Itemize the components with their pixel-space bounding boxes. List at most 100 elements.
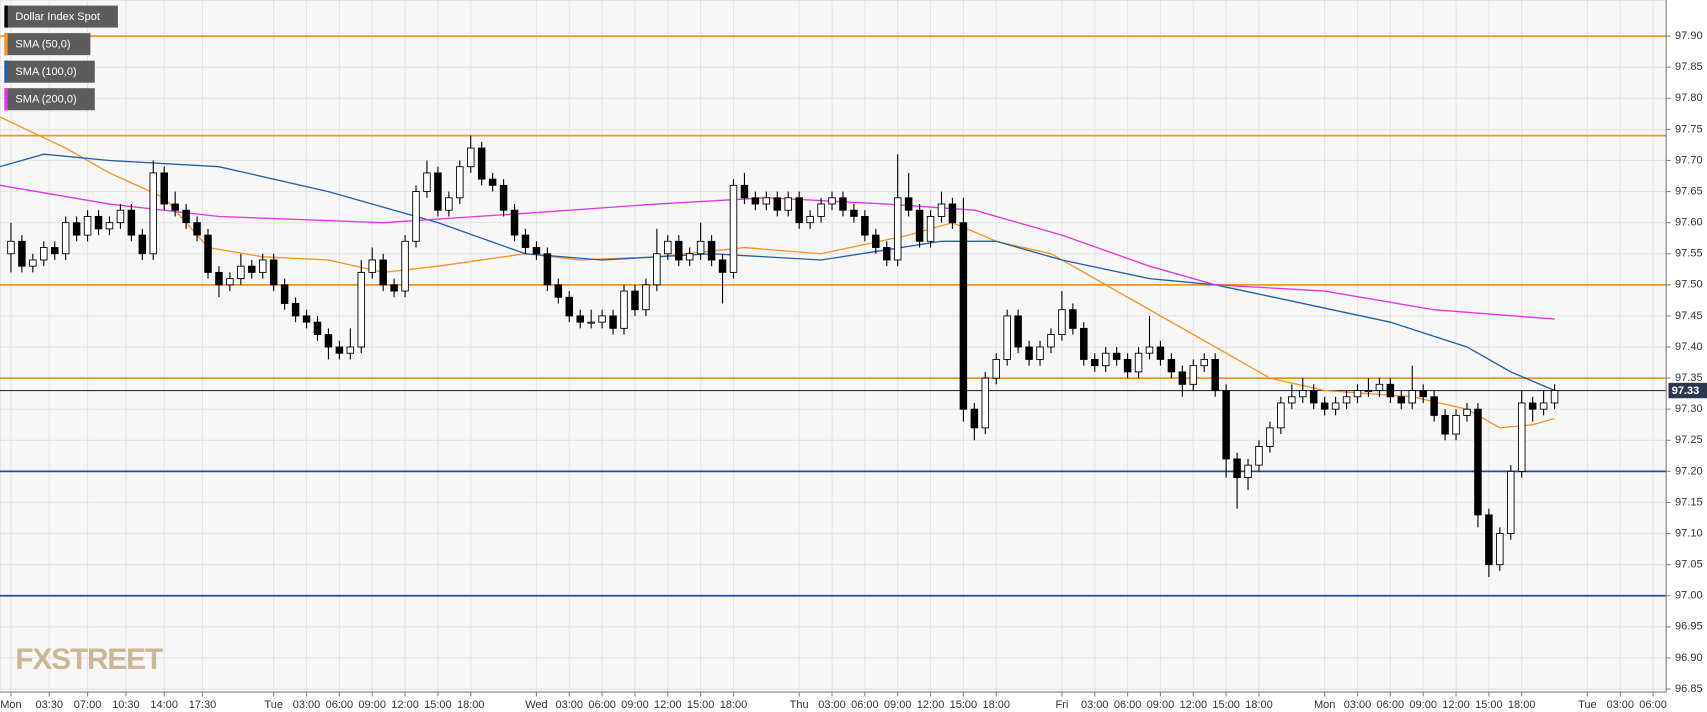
candle-body xyxy=(1145,346,1154,354)
candle-body xyxy=(1200,359,1208,367)
candle-body xyxy=(83,215,92,236)
candle-body xyxy=(554,284,563,298)
x-tick-label: 03:00 xyxy=(1081,699,1109,711)
y-tick-label: 97.15 xyxy=(1675,496,1703,508)
candle-body xyxy=(784,197,792,211)
candle-body xyxy=(839,197,847,211)
candle-body xyxy=(1441,414,1449,435)
candle-body xyxy=(762,197,771,205)
candle-body xyxy=(740,184,749,199)
candle-body xyxy=(105,222,114,230)
candle-body xyxy=(981,377,990,429)
candle-body xyxy=(379,259,387,286)
candle-body xyxy=(773,197,782,211)
candle-body xyxy=(258,259,267,273)
x-tick-label: 18:00 xyxy=(720,699,748,711)
legend-box xyxy=(4,33,91,56)
candle-body xyxy=(357,271,366,348)
x-tick-label: 06:00 xyxy=(1114,699,1142,711)
candle-body xyxy=(1036,346,1044,360)
x-tick-label: Mon xyxy=(0,699,21,711)
candle-body xyxy=(1474,408,1482,516)
candle-body xyxy=(1550,390,1559,404)
candle-body xyxy=(532,247,541,255)
candle-body xyxy=(116,209,125,224)
candle-body xyxy=(1430,396,1438,416)
x-tick-label: 07:00 xyxy=(74,699,102,711)
candle-body xyxy=(1309,390,1318,404)
x-tick-label: 06:00 xyxy=(326,699,354,711)
candle-body xyxy=(915,209,924,242)
candle-body xyxy=(948,203,957,224)
sma-line xyxy=(0,184,1555,320)
candle-body xyxy=(1320,402,1329,410)
candle-body xyxy=(127,209,136,236)
x-tick-label: 09:00 xyxy=(1147,699,1175,711)
x-tick-label: 15:00 xyxy=(1475,699,1503,711)
y-tick-label: 97.20 xyxy=(1675,465,1703,477)
legend-box xyxy=(4,60,95,83)
y-tick-label: 97.85 xyxy=(1675,61,1703,73)
candle-body xyxy=(1528,402,1537,410)
x-tick-label: 18:00 xyxy=(982,699,1010,711)
candle-body xyxy=(7,240,15,255)
candle-body xyxy=(182,209,190,224)
candles xyxy=(7,135,1559,578)
candle-body xyxy=(817,203,825,217)
candle-body xyxy=(1167,359,1176,373)
candle-body xyxy=(94,215,103,230)
candle-body xyxy=(302,315,311,323)
last-price-box xyxy=(1668,382,1707,399)
legend-label: SMA (200,0) xyxy=(15,94,76,106)
y-tick-label: 97.45 xyxy=(1675,310,1703,322)
candle-body xyxy=(499,184,508,211)
candle-body xyxy=(193,222,201,236)
x-tick-label: 18:00 xyxy=(457,699,485,711)
candle-body xyxy=(1233,458,1241,479)
candle-body xyxy=(872,234,880,248)
candle-body xyxy=(280,284,289,304)
y-tick-label: 97.35 xyxy=(1675,372,1703,384)
x-tick-label: 09:00 xyxy=(1409,699,1437,711)
candle-body xyxy=(171,203,179,211)
candle-body xyxy=(226,278,234,286)
candle-body xyxy=(587,321,595,324)
candle-body xyxy=(696,240,705,255)
candle-body xyxy=(248,265,256,273)
candle-body xyxy=(620,290,628,329)
candle-body xyxy=(1003,315,1011,360)
candle-body xyxy=(149,172,158,255)
candle-body xyxy=(598,315,606,323)
x-tick-label: 06:00 xyxy=(1639,699,1667,711)
candle-body xyxy=(1386,383,1395,398)
y-tick-label: 97.05 xyxy=(1675,559,1703,571)
candle-body xyxy=(685,253,694,261)
candle-body xyxy=(1047,334,1055,348)
x-tick-label: 17:30 xyxy=(189,699,217,711)
candle-body xyxy=(1112,352,1121,360)
candle-body xyxy=(1025,346,1033,360)
y-tick-label: 97.40 xyxy=(1675,341,1703,353)
candle-body xyxy=(828,197,836,205)
candle-body xyxy=(40,247,48,261)
candle-body xyxy=(1539,402,1548,410)
candle-body xyxy=(1496,533,1504,566)
candle-body xyxy=(1123,359,1132,373)
candle-body xyxy=(1211,359,1219,391)
candle-body xyxy=(368,259,376,273)
candle-body xyxy=(861,215,869,236)
candle-body xyxy=(1507,470,1515,534)
candle-body xyxy=(1408,390,1416,404)
candle-body xyxy=(631,290,639,311)
candle-body xyxy=(937,203,946,217)
candle-body xyxy=(467,147,475,168)
legend-swatch xyxy=(4,5,8,28)
y-tick-label: 97.30 xyxy=(1675,403,1703,415)
x-tick-label: 09:00 xyxy=(884,699,912,711)
candle-body xyxy=(215,271,223,286)
candle-body xyxy=(893,197,902,261)
candle-body xyxy=(609,315,617,329)
legend-box xyxy=(4,88,95,111)
